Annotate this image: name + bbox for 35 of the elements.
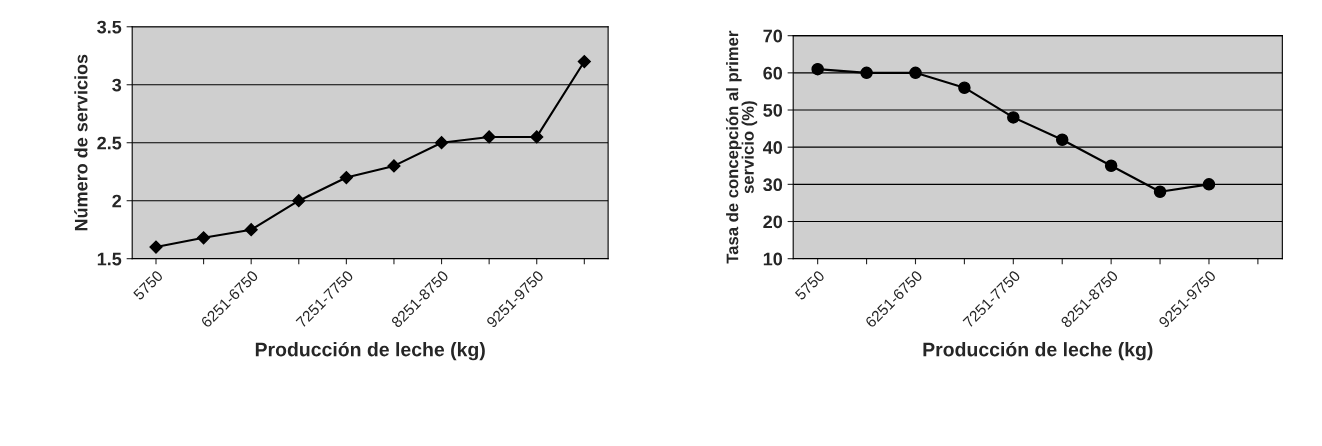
point bbox=[530, 130, 544, 144]
point bbox=[387, 159, 401, 173]
y-tick-label: 20 bbox=[763, 215, 783, 229]
point bbox=[577, 54, 591, 69]
point bbox=[1202, 178, 1216, 191]
point bbox=[811, 62, 824, 76]
point bbox=[196, 231, 211, 245]
point bbox=[1055, 133, 1069, 146]
point bbox=[1153, 185, 1167, 199]
y-tick-label: 1.5 bbox=[97, 252, 122, 266]
y-axis-title: Tasa de concepción al primer servicio (%) bbox=[725, 30, 758, 264]
x-axis-title: Producción de leche (kg) bbox=[255, 341, 485, 361]
y-tick-label: 10 bbox=[763, 252, 783, 266]
point bbox=[1007, 111, 1020, 124]
point bbox=[1104, 159, 1118, 173]
y-tick-label: 50 bbox=[763, 103, 783, 117]
y-tick-label: 3.5 bbox=[97, 20, 122, 34]
y-tick-label: 30 bbox=[763, 178, 783, 192]
point bbox=[244, 223, 258, 237]
y-tick-label: 3 bbox=[112, 78, 122, 92]
point bbox=[149, 240, 163, 254]
x-axis-title: Producción de leche (kg) bbox=[923, 341, 1153, 361]
point bbox=[909, 66, 922, 80]
y-tick-label: 60 bbox=[763, 66, 783, 80]
point bbox=[482, 130, 496, 144]
point bbox=[434, 136, 449, 150]
y-axis-title: Número de servicios bbox=[74, 54, 88, 231]
point bbox=[860, 66, 873, 80]
point bbox=[339, 170, 353, 185]
point bbox=[958, 81, 971, 94]
y-tick-label: 2 bbox=[112, 194, 122, 208]
point bbox=[292, 194, 306, 208]
y-tick-label: 2.5 bbox=[97, 136, 122, 150]
y-tick-label: 40 bbox=[762, 141, 783, 154]
y-tick-label: 70 bbox=[763, 29, 783, 43]
